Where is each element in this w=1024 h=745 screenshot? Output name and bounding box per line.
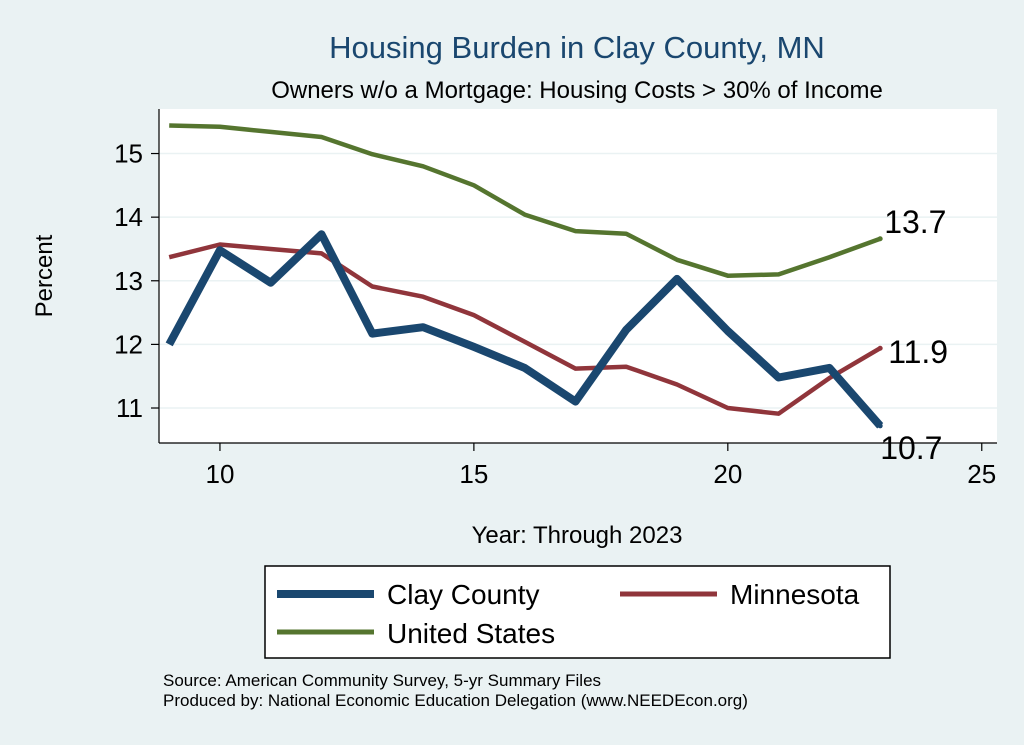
- chart-subtitle: Owners w/o a Mortgage: Housing Costs > 3…: [271, 77, 883, 104]
- legend-label-united-states: United States: [387, 618, 555, 649]
- x-tick-label: 20: [713, 459, 742, 489]
- end-point-united-states: [877, 236, 883, 242]
- gridlines: [159, 152, 997, 409]
- x-axis-label: Year: Through 2023: [472, 522, 683, 549]
- end-label-minnesota: 11.9: [888, 334, 948, 370]
- series-line-united-states: [169, 123, 881, 278]
- produced-by-note: Produced by: National Economic Education…: [163, 691, 748, 710]
- legend-label-clay-county: Clay County: [387, 579, 540, 610]
- legend-box: [264, 565, 891, 659]
- legend-label-minnesota: Minnesota: [730, 579, 860, 610]
- x-axis-ticks: 10 15 20 25: [205, 443, 996, 489]
- x-tick-label: 10: [205, 459, 234, 489]
- y-tick-label: 11: [116, 393, 143, 423]
- y-axis-ticks: 11 12 13 14 15: [114, 139, 159, 423]
- series-line-minnesota: [168, 242, 882, 416]
- series-line-clay-county: [165, 230, 884, 429]
- chart-title: Housing Burden in Clay County, MN: [329, 30, 825, 65]
- end-labels: 10.7 11.9 13.7: [877, 204, 948, 466]
- end-point-minnesota: [877, 345, 883, 351]
- y-axis-label: Percent: [31, 234, 58, 317]
- end-label-clay-county: 10.7: [880, 430, 942, 466]
- y-tick-label: 13: [114, 266, 143, 296]
- legend: Clay County Minnesota United States: [264, 565, 891, 659]
- x-tick-label: 25: [967, 459, 996, 489]
- plot-area: [159, 109, 997, 443]
- y-tick-label: 12: [114, 329, 143, 359]
- end-point-clay-county: [877, 423, 883, 429]
- y-tick-label: 15: [114, 139, 143, 169]
- source-note: Source: American Community Survey, 5-yr …: [163, 671, 601, 690]
- series-lines: [165, 123, 884, 429]
- end-label-united-states: 13.7: [884, 204, 946, 240]
- y-tick-label: 14: [114, 202, 143, 232]
- x-tick-label: 15: [459, 459, 488, 489]
